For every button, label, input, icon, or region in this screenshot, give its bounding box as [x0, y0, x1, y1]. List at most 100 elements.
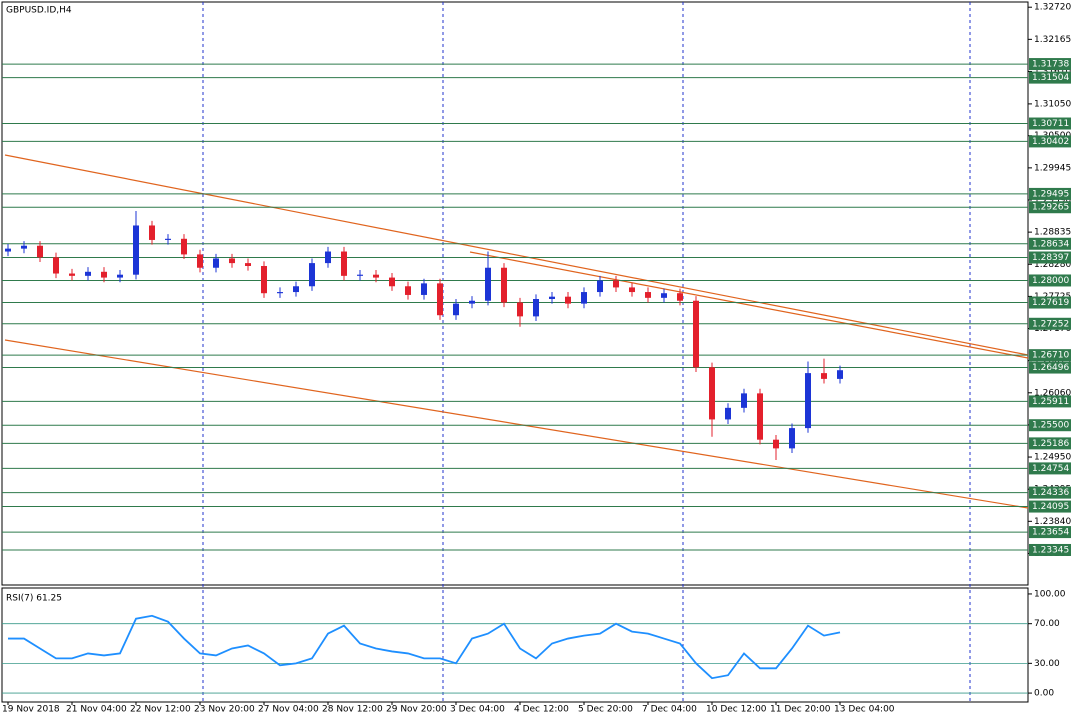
level-box	[1029, 437, 1071, 450]
x-tick-label: 27 Nov 04:00	[258, 705, 319, 715]
candle-body	[405, 286, 411, 295]
rsi-title: RSI(7) 61.25	[6, 594, 62, 604]
candle-body	[629, 287, 635, 293]
candle-body	[261, 266, 267, 294]
level-box	[1029, 500, 1071, 513]
x-tick-label: 13 Dec 04:00	[834, 705, 895, 715]
candle-body	[357, 274, 363, 276]
level-label: 1.31738	[1032, 60, 1069, 70]
level-label: 1.24095	[1032, 502, 1069, 512]
level-label: 1.28397	[1032, 253, 1069, 263]
y-tick-label: 30.00	[1034, 659, 1060, 669]
level-label: 1.29495	[1032, 189, 1069, 199]
y-tick-label: 1.29390	[1034, 196, 1071, 206]
candle-body	[581, 292, 587, 304]
x-tick-label: 11 Dec 20:00	[770, 705, 831, 715]
level-label: 1.31504	[1032, 73, 1069, 83]
level-label: 1.28000	[1032, 276, 1069, 286]
x-tick-label: 28 Nov 12:00	[322, 705, 383, 715]
level-box	[1029, 201, 1071, 214]
candle-body	[53, 257, 59, 274]
candle-body	[661, 293, 667, 298]
level-box	[1029, 274, 1071, 287]
candle-body	[645, 292, 651, 298]
candle-body	[597, 280, 603, 293]
candle-body	[613, 280, 619, 288]
candle-body	[837, 370, 843, 379]
level-label: 1.24754	[1032, 464, 1069, 474]
rsi-pane	[1, 587, 1029, 703]
level-label: 1.30711	[1032, 119, 1069, 129]
x-tick-label: 4 Dec 12:00	[514, 705, 569, 715]
level-label: 1.25500	[1032, 421, 1069, 431]
y-tick-label: 1.32720	[1034, 3, 1071, 13]
level-box	[1029, 361, 1071, 374]
candle-body	[293, 286, 299, 293]
rsi-line	[8, 614, 841, 680]
x-tick-label: 22 Nov 12:00	[130, 705, 191, 715]
candle-body	[789, 428, 795, 449]
candle-body	[437, 283, 443, 316]
level-label: 1.28634	[1032, 239, 1069, 249]
candle-body	[469, 300, 475, 304]
candle-body	[165, 238, 171, 240]
level-box	[1029, 395, 1071, 408]
level-label: 1.23654	[1032, 528, 1069, 538]
candle-body	[117, 274, 123, 278]
level-label: 1.29265	[1032, 203, 1069, 213]
candle-body	[373, 274, 379, 278]
candle-body	[85, 271, 91, 276]
level-box	[1029, 419, 1071, 432]
candle-body	[821, 373, 827, 379]
level-label: 1.27619	[1032, 298, 1069, 308]
candle-body	[213, 258, 219, 268]
level-box	[1029, 526, 1071, 539]
y-tick-label: 1.28280	[1034, 260, 1071, 270]
y-tick-label: 0.00	[1034, 689, 1054, 699]
x-tick-label: 19 Nov 2018	[2, 705, 60, 715]
candle-body	[565, 296, 571, 304]
candle-body	[5, 248, 11, 252]
level-box	[1029, 462, 1071, 475]
candle-body	[725, 407, 731, 420]
candle-body	[677, 293, 683, 301]
x-tick-label: 3 Dec 04:00	[450, 705, 505, 715]
candle-body	[805, 373, 811, 429]
y-tick-label: 1.24950	[1034, 453, 1071, 463]
x-tick-label: 5 Dec 20:00	[578, 705, 633, 715]
candle-body	[101, 271, 107, 278]
y-tick-label: 70.00	[1034, 619, 1060, 629]
candle-body	[709, 367, 715, 420]
candle-body	[309, 263, 315, 287]
candle-body	[389, 277, 395, 287]
candle-body	[69, 273, 75, 276]
y-tick-label: 100.00	[1034, 589, 1066, 599]
level-label: 1.25186	[1032, 439, 1069, 449]
candle-body	[37, 245, 43, 258]
candle-body	[517, 302, 523, 317]
candle-body	[533, 299, 539, 317]
y-tick-label: 1.28835	[1034, 228, 1071, 238]
candle-body	[181, 238, 187, 255]
candle-body	[277, 292, 283, 294]
candle-body	[501, 267, 507, 303]
vertical-separators	[202, 2, 971, 702]
candle-body	[773, 439, 779, 449]
candle-body	[453, 303, 459, 316]
candle-body	[245, 263, 251, 266]
candle-body	[757, 393, 763, 440]
y-tick-label: 1.29945	[1034, 163, 1071, 173]
level-box	[1029, 187, 1071, 200]
level-box	[1029, 543, 1071, 556]
level-label: 1.26710	[1032, 351, 1069, 361]
level-box	[1029, 237, 1071, 250]
level-box	[1029, 135, 1071, 148]
level-box	[1029, 349, 1071, 362]
candle-body	[21, 245, 27, 249]
level-box	[1029, 71, 1071, 84]
level-box	[1029, 251, 1071, 264]
level-label: 1.24336	[1032, 488, 1069, 498]
candle-body	[421, 283, 427, 295]
y-tick-label: 1.26060	[1034, 388, 1071, 398]
price-pane	[1, 1, 1029, 586]
